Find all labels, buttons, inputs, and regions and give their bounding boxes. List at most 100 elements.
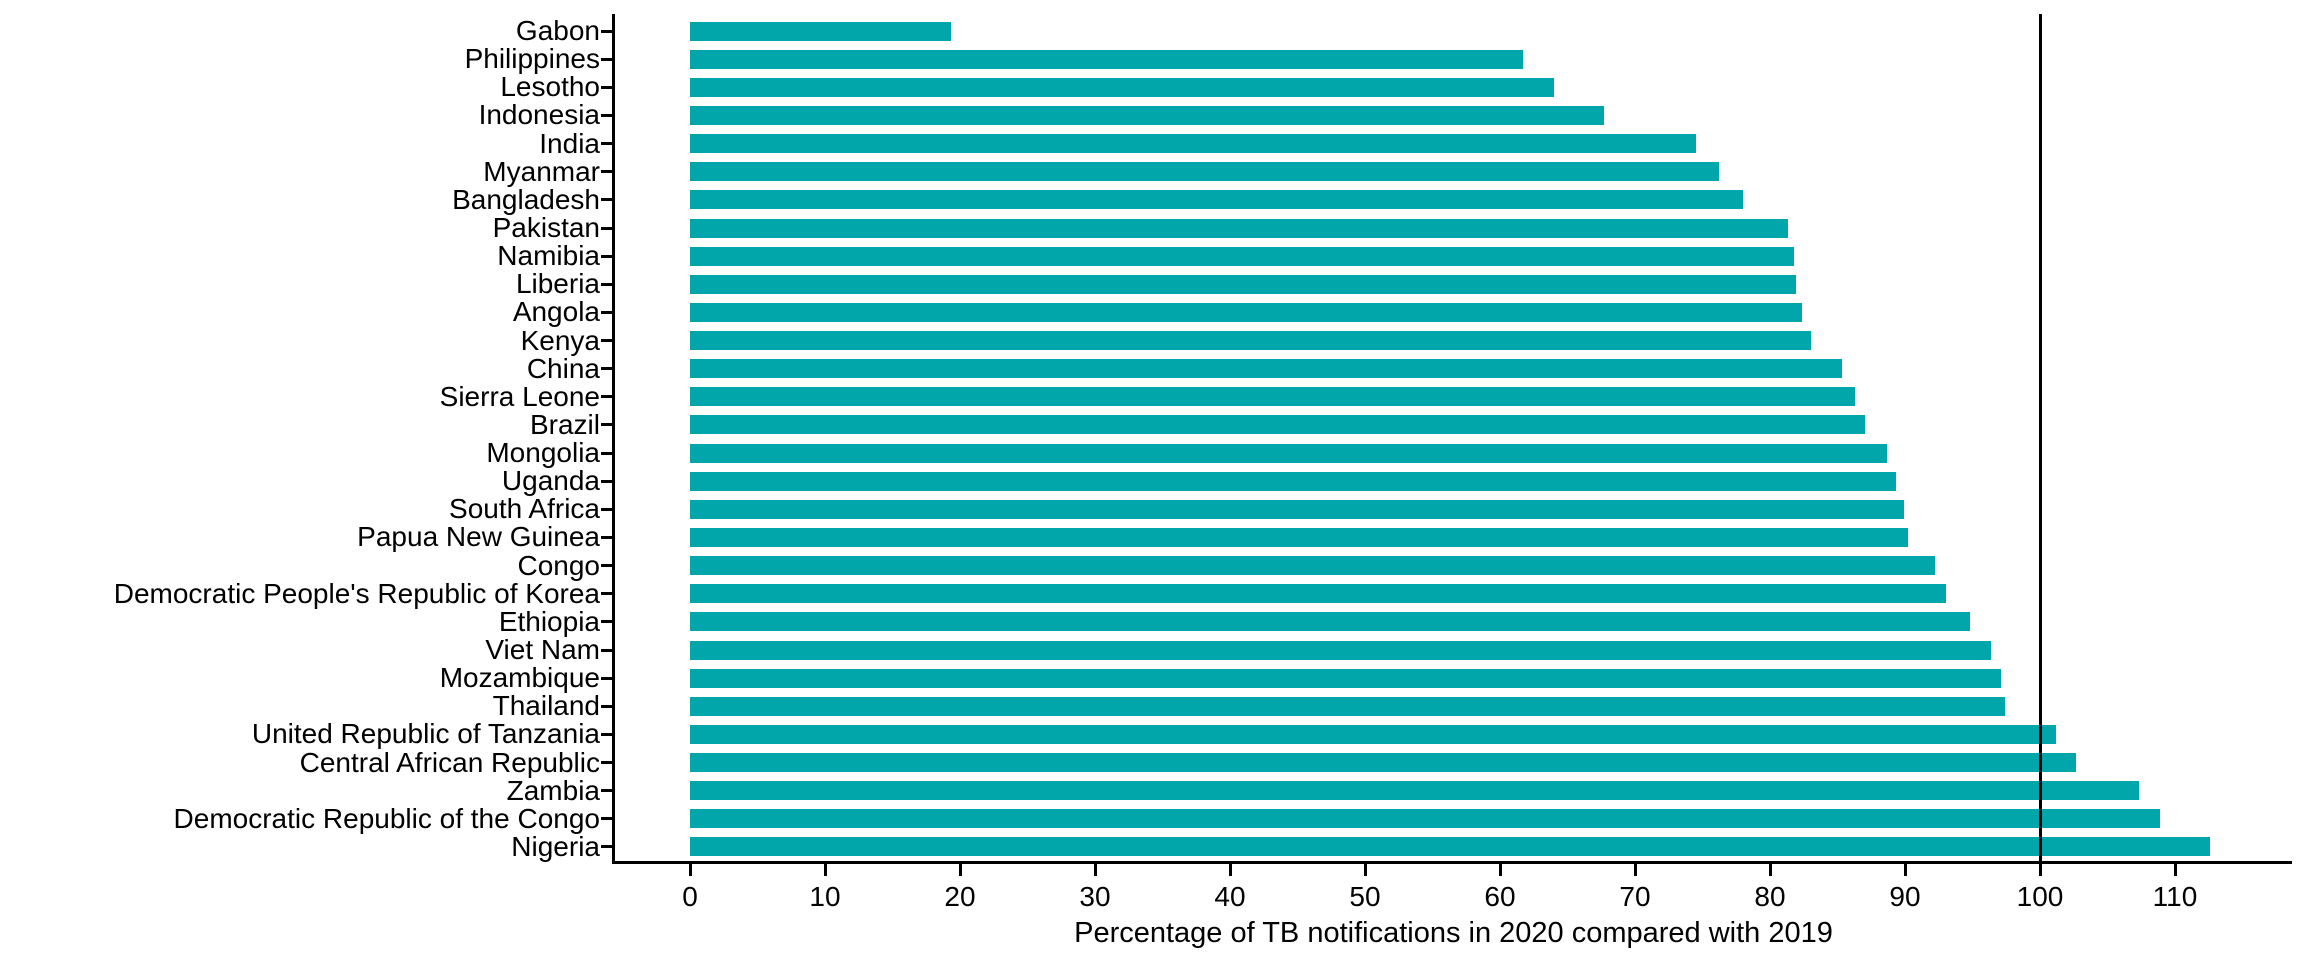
bar: [690, 105, 1604, 125]
y-axis-label: United Republic of Tanzania: [251, 718, 600, 750]
y-axis-label: Congo: [517, 549, 600, 581]
y-axis-label: Democratic Republic of the Congo: [173, 802, 600, 834]
x-axis-tick-label: 110: [2152, 881, 2198, 912]
y-axis-line: [612, 14, 615, 864]
y-axis-label: Kenya: [520, 324, 600, 356]
y-axis-tick: [601, 57, 613, 61]
y-axis-label: Mozambique: [439, 662, 600, 694]
y-axis-label: Lesotho: [500, 71, 600, 103]
x-axis-line: [612, 861, 2292, 864]
x-axis-tick-label: 10: [809, 881, 841, 912]
bar: [690, 640, 1992, 660]
bar: [690, 218, 1788, 238]
bar: [690, 134, 1696, 154]
y-axis-label: Viet Nam: [485, 634, 600, 665]
x-axis-tick: [1228, 864, 1232, 876]
x-axis-tick-label: 40: [1214, 881, 1246, 912]
bar: [690, 49, 1523, 69]
y-axis-tick: [601, 789, 613, 793]
reference-line-100: [2038, 14, 2042, 861]
y-axis-tick: [601, 395, 613, 399]
x-axis-tick: [1903, 864, 1907, 876]
y-axis-tick: [601, 817, 613, 821]
y-axis-label: Sierra Leone: [439, 380, 600, 412]
y-axis-tick: [601, 142, 613, 146]
y-axis-tick: [601, 29, 613, 33]
y-axis-label: Mongolia: [486, 437, 600, 469]
bar: [690, 443, 1888, 463]
x-axis-tick: [1498, 864, 1502, 876]
y-axis-tick: [601, 676, 613, 680]
x-axis-tick-label: 50: [1349, 881, 1381, 912]
x-axis-title: Percentage of TB notifications in 2020 c…: [1074, 917, 1833, 949]
bar: [690, 556, 1935, 576]
y-axis-label: Uganda: [501, 465, 600, 497]
bar: [690, 753, 2077, 773]
bar: [690, 471, 1896, 491]
bar: [690, 331, 1811, 351]
bar: [690, 612, 1970, 632]
bar: [690, 837, 2211, 857]
bar: [690, 387, 1856, 407]
y-axis-tick: [601, 507, 613, 511]
plot-panel: [615, 14, 2292, 861]
bar: [690, 359, 1842, 379]
y-axis-label: Philippines: [464, 43, 600, 75]
bar: [690, 781, 2139, 801]
x-axis-tick-label: 60: [1484, 881, 1516, 912]
bar: [690, 696, 2005, 716]
x-axis-tick-label: 30: [1079, 881, 1111, 912]
y-axis-label: Thailand: [492, 690, 600, 722]
y-axis-tick: [601, 592, 613, 596]
bar: [690, 190, 1743, 210]
y-axis-tick: [601, 423, 613, 427]
bar: [690, 668, 2001, 688]
y-axis-label: Liberia: [515, 268, 600, 300]
bar: [690, 724, 2057, 744]
y-axis-label: Angola: [512, 296, 600, 328]
bar: [690, 809, 2161, 829]
x-axis-tick-label: 70: [1619, 881, 1651, 912]
bar: [690, 302, 1803, 322]
x-axis-tick: [1093, 864, 1097, 876]
y-axis-label: China: [526, 352, 600, 384]
y-axis-tick: [601, 310, 613, 314]
x-axis-tick-label: 90: [1889, 881, 1921, 912]
y-axis-label: Ethiopia: [498, 605, 600, 637]
y-axis-label: Gabon: [515, 15, 600, 47]
y-axis-label: Nigeria: [511, 830, 600, 862]
y-axis-label: India: [539, 127, 600, 159]
y-axis-tick: [601, 198, 613, 202]
y-axis-tick: [601, 761, 613, 765]
x-axis-tick: [688, 864, 692, 876]
y-axis-tick: [601, 479, 613, 483]
bar: [690, 415, 1865, 435]
bar: [690, 77, 1554, 97]
y-axis-tick: [601, 620, 613, 624]
x-axis-tick: [1768, 864, 1772, 876]
x-axis-tick: [2038, 864, 2042, 876]
y-axis-label: Namibia: [497, 240, 600, 272]
bar: [690, 274, 1796, 294]
y-axis-label: Bangladesh: [452, 183, 600, 215]
x-axis-tick: [2173, 864, 2177, 876]
y-axis-label: Central African Republic: [299, 746, 600, 778]
y-axis-label: Indonesia: [478, 99, 600, 131]
y-axis-tick: [601, 85, 613, 89]
bar: [690, 527, 1908, 547]
y-axis-label: Zambia: [506, 774, 600, 806]
y-axis-tick: [601, 226, 613, 230]
x-axis-tick: [1633, 864, 1637, 876]
y-axis-tick: [601, 254, 613, 258]
y-axis-tick: [601, 564, 613, 568]
x-axis-tick-label: 20: [944, 881, 976, 912]
y-axis-tick: [601, 170, 613, 174]
y-axis-tick: [601, 732, 613, 736]
y-axis-tick: [601, 648, 613, 652]
x-axis-tick: [958, 864, 962, 876]
x-axis-tick-label: 0: [682, 881, 698, 912]
x-axis-tick: [1363, 864, 1367, 876]
y-axis-label: Brazil: [529, 408, 600, 440]
y-axis-tick: [601, 704, 613, 708]
